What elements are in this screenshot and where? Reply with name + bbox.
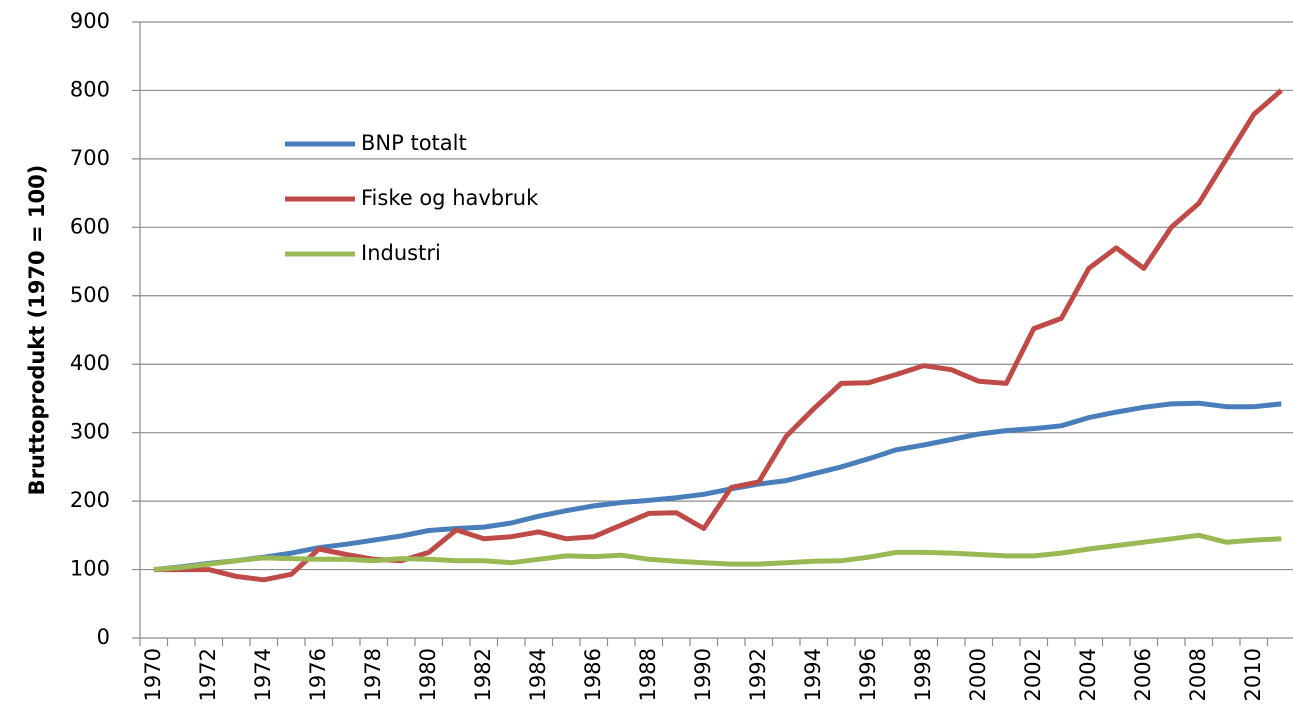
y-axis-label: Bruttoprodukt (1970 = 100) — [25, 165, 49, 496]
x-tick-label: 1970 — [141, 648, 165, 701]
x-tick-label: 1994 — [801, 648, 825, 701]
x-tick-label: 2002 — [1021, 648, 1045, 701]
x-tick-label: 1984 — [526, 648, 550, 701]
x-tick-label: 2006 — [1131, 648, 1155, 701]
x-tick-label: 1996 — [856, 648, 880, 701]
legend-label: BNP totalt — [361, 131, 467, 155]
y-tick-label: 500 — [70, 283, 110, 307]
x-tick-label: 2000 — [966, 648, 990, 701]
legend-label: Fiske og havbruk — [361, 186, 539, 210]
line — [153, 400, 1282, 573]
y-tick-label: 200 — [70, 488, 110, 512]
line — [153, 532, 1282, 573]
y-tick-label: 600 — [70, 214, 110, 238]
x-tick-label: 2008 — [1186, 648, 1210, 701]
x-tick-label: 2004 — [1076, 648, 1100, 701]
x-tick-label: 1972 — [196, 648, 220, 701]
x-tick-label: 1978 — [361, 648, 385, 701]
x-tick-label: 1992 — [746, 648, 770, 701]
x-tick-label: 2010 — [1241, 648, 1265, 701]
y-tick-label: 300 — [70, 420, 110, 444]
y-tick-label: 400 — [70, 351, 110, 375]
x-tick-label: 1982 — [471, 648, 495, 701]
x-tick-label: 1986 — [581, 648, 605, 701]
x-tick-label: 1976 — [306, 648, 330, 701]
x-tick-label: 1990 — [691, 648, 715, 701]
x-tick-label: 1974 — [251, 648, 275, 701]
y-tick-label: 100 — [70, 557, 110, 581]
y-tick-label: 700 — [70, 146, 110, 170]
y-tick-label: 800 — [70, 77, 110, 101]
line — [153, 88, 1283, 583]
y-tick-label: 900 — [70, 9, 110, 33]
x-tick-label: 1988 — [636, 648, 660, 701]
y-tick-label: 0 — [97, 625, 110, 649]
x-tick-label: 1998 — [911, 648, 935, 701]
legend-label: Industri — [361, 241, 441, 265]
x-tick-label: 1980 — [416, 648, 440, 701]
